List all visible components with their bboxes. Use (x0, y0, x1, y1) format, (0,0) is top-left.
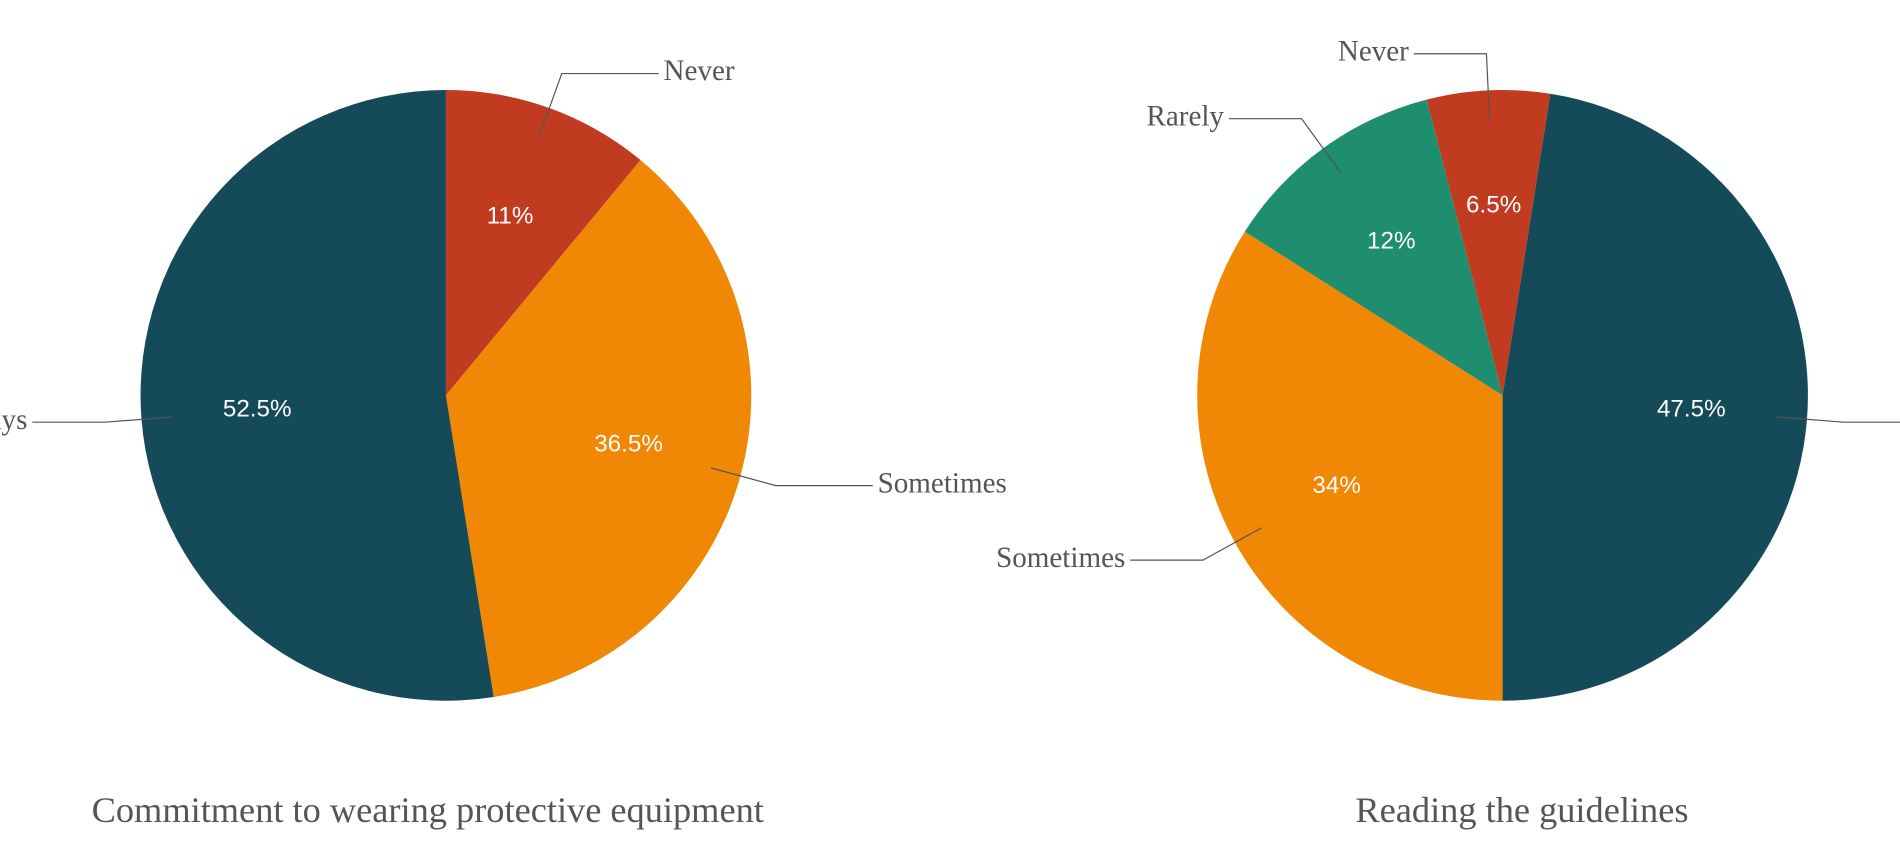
value-label: 47.5% (1657, 396, 1726, 423)
leader-line (1413, 53, 1491, 121)
value-label: 36.5% (594, 431, 663, 458)
category-label: Never (664, 55, 735, 87)
category-label: Never (1338, 35, 1409, 67)
category-label: Sometimes (878, 467, 1007, 499)
pie-slice (1244, 99, 1503, 396)
leader-line (32, 416, 172, 423)
category-label: Always (0, 404, 27, 436)
leader-line (1130, 527, 1263, 561)
leader-line (1776, 416, 1900, 423)
pie-slice (445, 90, 641, 396)
value-label: 11% (487, 203, 534, 230)
pie-slice (445, 160, 752, 697)
value-label: 12% (1367, 228, 1415, 255)
chart-title: Commitment to wearing protective equipme… (92, 790, 764, 830)
value-label: 34% (1312, 472, 1360, 499)
pie-slice (1197, 231, 1503, 701)
pie-slice (140, 90, 494, 701)
value-label: 52.5% (223, 396, 292, 423)
leader-line (1228, 118, 1342, 174)
value-label: 6.5% (1466, 192, 1521, 219)
leader-line (710, 467, 873, 487)
chart-title: Reading the guidelines (1355, 790, 1688, 830)
pie-slice (1426, 90, 1551, 396)
category-label: Rarely (1146, 100, 1224, 132)
leader-line (538, 72, 659, 137)
category-label: Sometimes (996, 542, 1125, 574)
pie-slice (1502, 93, 1808, 701)
